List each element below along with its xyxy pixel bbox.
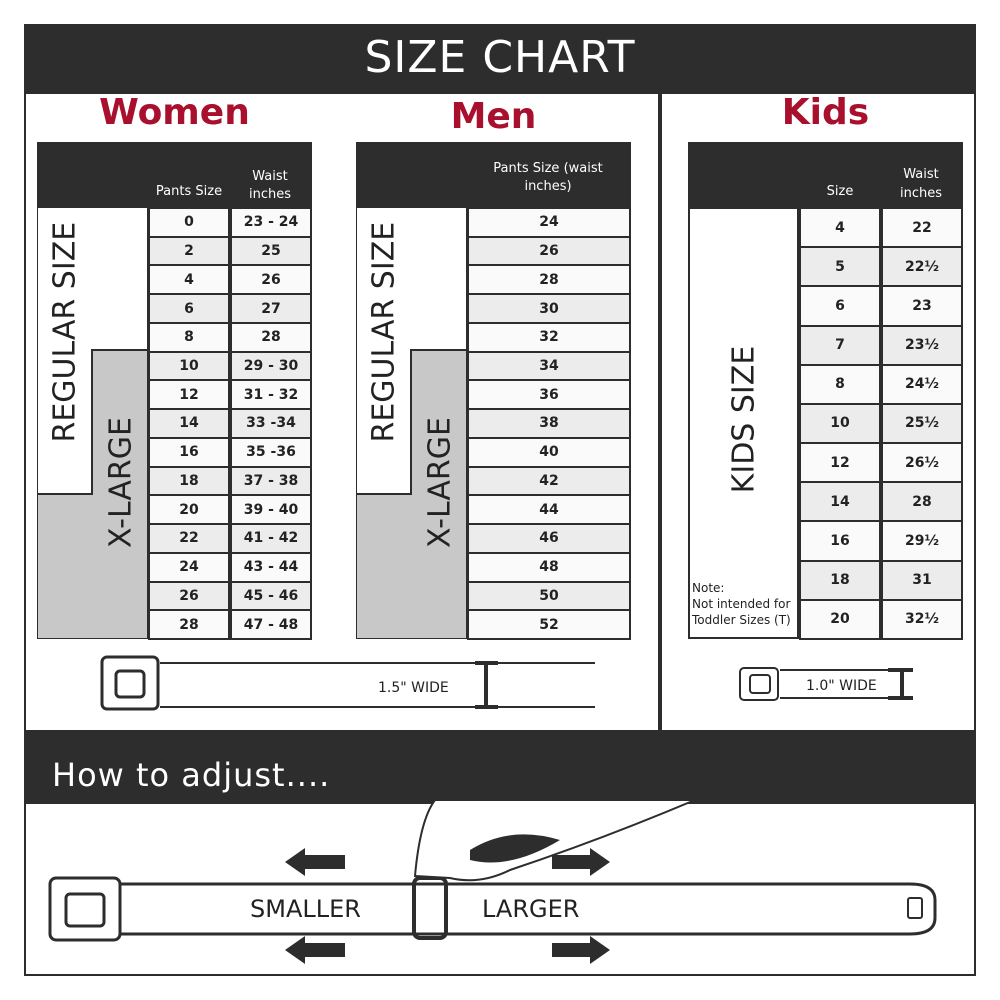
women-size-cell: 26 — [148, 580, 230, 612]
men-size-cell: 48 — [467, 551, 631, 583]
kids-waist-cell: 23½ — [881, 324, 963, 366]
kids-waist-cell: 31 — [881, 559, 963, 601]
kids-size-cell: 12 — [799, 442, 881, 484]
kids-size-cell: 18 — [799, 559, 881, 601]
women-waist-cell: 37 - 38 — [230, 465, 312, 497]
women-col-size: Pants Size — [148, 184, 230, 199]
women-title: Women — [99, 92, 250, 133]
women-size-regions — [37, 207, 148, 639]
men-size-cell: 26 — [467, 235, 631, 267]
divider — [658, 94, 662, 730]
women-waist-cell: 35 -36 — [230, 436, 312, 468]
women-belt-width: 1.5" WIDE — [378, 680, 449, 696]
kids-title: Kids — [781, 92, 870, 133]
kids-waist-cell: 24½ — [881, 363, 963, 405]
women-waist-cell: 23 - 24 — [230, 207, 312, 238]
men-size-cell: 36 — [467, 379, 631, 411]
women-waist-cell: 25 — [230, 235, 312, 267]
kids-size-region — [688, 207, 799, 639]
belt-10-icon — [739, 667, 913, 701]
men-size-cell: 28 — [467, 264, 631, 296]
women-waist-cell: 33 -34 — [230, 408, 312, 439]
women-size-cell: 14 — [148, 408, 230, 439]
women-regular-label: REGULAR SIZE — [47, 221, 83, 443]
kids-waist-cell: 23 — [881, 285, 963, 327]
women-col-waist: Waist inches — [230, 168, 310, 204]
kids-waist-cell: 32½ — [881, 598, 963, 640]
men-size-cell: 50 — [467, 580, 631, 612]
smaller-label: SMALLER — [250, 895, 361, 923]
kids-note: Note: Not intended for Toddler Sizes (T) — [692, 580, 792, 628]
note-label: Note: — [692, 581, 725, 595]
women-waist-cell: 43 - 44 — [230, 551, 312, 583]
kids-size-cell: 10 — [799, 402, 881, 445]
kids-size-cell: 4 — [799, 207, 881, 249]
women-size-cell: 10 — [148, 350, 230, 382]
men-xlarge-label: X-LARGE — [422, 417, 458, 548]
belt-15-icon — [100, 655, 595, 711]
women-size-cell: 28 — [148, 609, 230, 640]
kids-waist-cell: 29½ — [881, 520, 963, 562]
women-size-cell: 2 — [148, 235, 230, 267]
kids-waist-cell: 25½ — [881, 402, 963, 445]
men-size-cell: 52 — [467, 609, 631, 640]
belt-adjust-illustration — [48, 800, 937, 964]
adjust-title: How to adjust.... — [52, 756, 331, 794]
women-waist-cell: 41 - 42 — [230, 523, 312, 554]
men-col-size: Pants Size (waist inches) — [490, 160, 606, 196]
kids-belt-width: 1.0" WIDE — [806, 678, 877, 694]
women-xlarge-label: X-LARGE — [103, 417, 139, 548]
larger-label: LARGER — [482, 895, 580, 923]
kids-size-cell: 5 — [799, 246, 881, 288]
men-size-cell: 32 — [467, 321, 631, 353]
women-waist-cell: 26 — [230, 264, 312, 296]
kids-size-label: KIDS SIZE — [726, 345, 762, 494]
page-title: SIZE CHART — [364, 32, 636, 83]
men-size-cell: 24 — [467, 207, 631, 238]
women-waist-cell: 39 - 40 — [230, 494, 312, 526]
women-size-cell: 4 — [148, 264, 230, 296]
men-size-cell: 46 — [467, 523, 631, 554]
men-size-cell: 30 — [467, 293, 631, 324]
men-title: Men — [450, 96, 537, 137]
men-size-regions — [356, 207, 467, 639]
kids-waist-cell: 22½ — [881, 246, 963, 288]
women-waist-cell: 27 — [230, 293, 312, 324]
kids-size-cell: 20 — [799, 598, 881, 640]
women-size-cell: 0 — [148, 207, 230, 238]
women-waist-cell: 31 - 32 — [230, 379, 312, 411]
kids-size-cell: 6 — [799, 285, 881, 327]
women-size-cell: 12 — [148, 379, 230, 411]
kids-size-cell: 7 — [799, 324, 881, 366]
kids-size-cell: 8 — [799, 363, 881, 405]
kids-size-cell: 14 — [799, 481, 881, 523]
men-size-cell: 44 — [467, 494, 631, 526]
kids-waist-cell: 28 — [881, 481, 963, 523]
women-waist-cell: 45 - 46 — [230, 580, 312, 612]
women-size-cell: 16 — [148, 436, 230, 468]
kids-col-size: Size — [799, 184, 881, 199]
women-waist-cell: 47 - 48 — [230, 609, 312, 640]
men-size-cell: 34 — [467, 350, 631, 382]
men-regular-label: REGULAR SIZE — [366, 221, 402, 443]
women-size-cell: 24 — [148, 551, 230, 583]
women-waist-cell: 28 — [230, 321, 312, 353]
women-size-cell: 22 — [148, 523, 230, 554]
kids-waist-cell: 26½ — [881, 442, 963, 484]
kids-waist-cell: 22 — [881, 207, 963, 249]
men-size-cell: 42 — [467, 465, 631, 497]
kids-size-cell: 16 — [799, 520, 881, 562]
men-size-cell: 40 — [467, 436, 631, 468]
note-text: Not intended for Toddler Sizes (T) — [692, 597, 791, 627]
women-size-cell: 20 — [148, 494, 230, 526]
women-size-cell: 6 — [148, 293, 230, 324]
women-size-cell: 18 — [148, 465, 230, 497]
arrows — [285, 848, 610, 964]
women-waist-cell: 29 - 30 — [230, 350, 312, 382]
men-size-cell: 38 — [467, 408, 631, 439]
kids-col-waist: Waist inches — [881, 165, 961, 203]
women-size-cell: 8 — [148, 321, 230, 353]
